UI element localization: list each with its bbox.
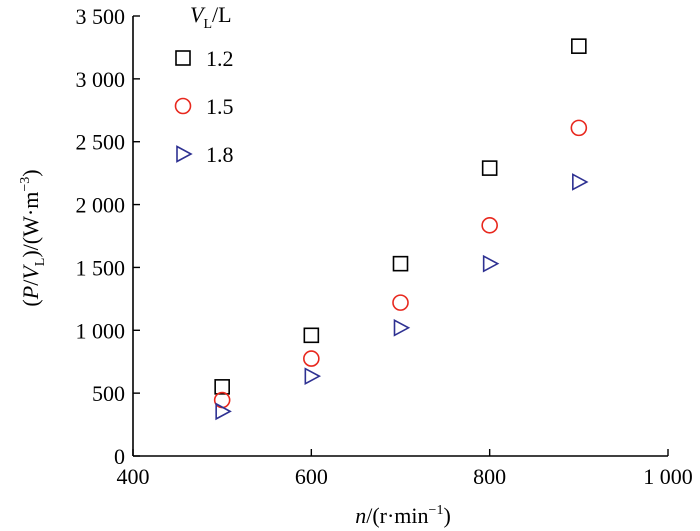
y-tick-label: 500 <box>92 381 125 406</box>
y-axis-ticks: 0 500 1 000 1 500 2 000 2 500 3 000 3 500 <box>76 4 140 469</box>
y-tick-label: 2 000 <box>76 193 126 218</box>
data-point <box>481 160 498 176</box>
x-axis-ticks: 400 600 800 1 000 <box>117 449 693 489</box>
x-tick-label: 800 <box>473 464 506 489</box>
data-point <box>215 402 232 421</box>
data-points <box>213 38 589 421</box>
legend-items: 1.2 1.5 1.8 <box>174 46 234 167</box>
series-circle <box>213 119 588 409</box>
x-tick-label: 1 000 <box>643 464 693 489</box>
data-point <box>571 38 587 54</box>
legend-label: 1.2 <box>206 46 234 71</box>
series-triangle-right <box>215 173 589 421</box>
x-tick-label: 600 <box>295 464 328 489</box>
data-point <box>304 367 322 386</box>
legend: VL/L 1.2 1.5 1.8 <box>174 2 234 167</box>
axes <box>132 16 668 457</box>
data-point <box>214 379 230 395</box>
legend-label: 1.8 <box>206 142 234 167</box>
data-point <box>303 327 320 344</box>
data-point <box>393 318 411 337</box>
data-point <box>392 255 409 272</box>
y-tick-label: 3 000 <box>76 67 126 92</box>
y-axis-title: (P/VL)/(W·m−3) <box>18 169 48 306</box>
y-tick-label: 0 <box>114 444 125 469</box>
data-point <box>570 119 588 137</box>
series-square <box>214 38 587 395</box>
y-tick-label: 3 500 <box>76 4 126 29</box>
y-tick-label: 2 500 <box>76 130 126 155</box>
y-tick-label: 1 500 <box>76 255 126 280</box>
legend-marker <box>176 145 193 163</box>
data-point <box>481 217 498 234</box>
y-tick-label: 1 000 <box>76 318 126 343</box>
legend-marker <box>175 50 191 66</box>
legend-title: VL/L <box>190 2 232 32</box>
legend-label: 1.5 <box>206 94 234 119</box>
x-axis-title: n/(r·min−1) <box>355 503 451 528</box>
data-point <box>572 173 589 191</box>
data-point <box>303 350 320 367</box>
x-tick-label: 400 <box>117 464 150 489</box>
legend-marker <box>174 97 192 115</box>
data-point <box>482 254 500 273</box>
data-point <box>392 294 409 311</box>
